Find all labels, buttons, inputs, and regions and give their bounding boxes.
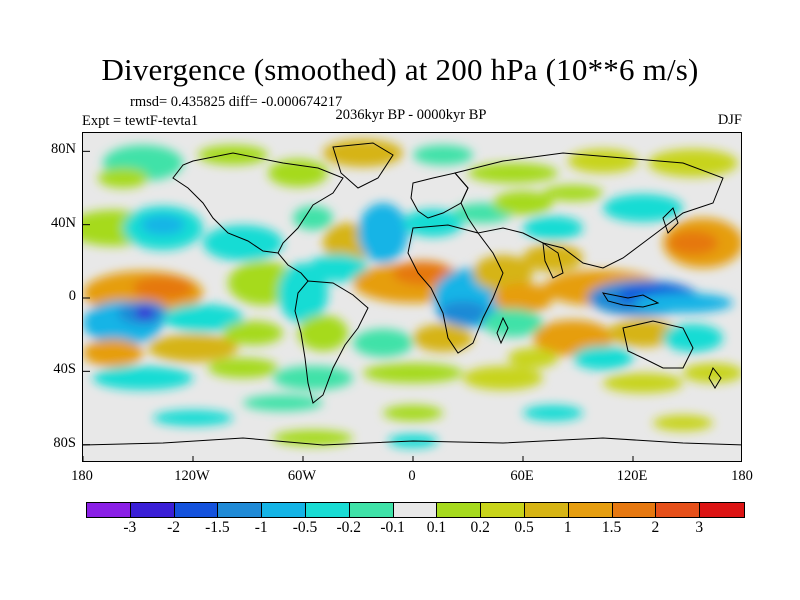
colorbar-swatch <box>437 503 482 517</box>
colorbar-swatch <box>481 503 525 517</box>
colorbar-swatch <box>700 503 744 517</box>
colorbar-label: 0.2 <box>470 519 490 536</box>
colorbar-swatch <box>130 503 175 517</box>
axis-ticks <box>83 150 634 461</box>
colorbar-label: -0.1 <box>380 519 405 536</box>
colorbar-swatch <box>218 503 263 517</box>
colorbar-swatch <box>656 503 701 517</box>
colorbar-swatch <box>612 503 657 517</box>
x-tick-label: 120E <box>616 468 648 484</box>
season-label: DJF <box>717 112 742 128</box>
colorbar-swatch <box>262 503 306 517</box>
colorbar-swatch <box>393 503 438 517</box>
x-tick-label: 60W <box>287 468 317 484</box>
experiment-label: Expt = tewtF-tevta1 <box>82 113 199 129</box>
colorbar-label: 0.5 <box>514 519 534 536</box>
y-tick-label: 0 <box>68 288 76 304</box>
plot-title: Divergence (smoothed) at 200 hPa (10**6 … <box>101 52 699 87</box>
x-tick-label: 120W <box>174 468 210 484</box>
divergence-map <box>82 132 742 462</box>
colorbar-label: -1 <box>254 519 268 536</box>
field-shading <box>83 139 741 448</box>
colorbar-swatch <box>349 503 394 517</box>
y-tick-label: 40N <box>51 214 76 231</box>
colorbar-swatch <box>568 503 613 517</box>
colorbar-label: 2 <box>651 519 660 536</box>
period-label: 2036kyr BP - 0000kyr BP <box>335 107 487 123</box>
colorbar-label: -3 <box>123 519 137 536</box>
colorbar-label: -0.2 <box>336 519 362 536</box>
colorbar-label: -2 <box>167 519 181 536</box>
colorbar-swatch <box>174 503 219 517</box>
colorbar-label: 1 <box>563 519 572 536</box>
coastlines <box>83 142 741 446</box>
colorbar-label: -1.5 <box>205 519 230 536</box>
rmsd-stats: rmsd= 0.435825 diff= -0.000674217 <box>130 94 343 110</box>
colorbar-swatch <box>524 503 569 517</box>
y-tick-label: 80S <box>53 434 76 451</box>
colorbar-label: 3 <box>695 519 704 536</box>
x-tick-label: 60E <box>510 468 534 484</box>
colorbar-label: 0.1 <box>426 519 447 536</box>
map-canvas <box>83 133 741 461</box>
x-tick-label: 0 <box>408 468 416 484</box>
x-tick-label: 180 <box>731 468 753 484</box>
x-tick-label: 180 <box>71 468 93 484</box>
colorbar-label: -0.5 <box>292 519 318 536</box>
colorbar-swatch <box>305 503 350 517</box>
colorbar <box>86 502 745 518</box>
y-tick-label: 80N <box>51 141 76 158</box>
colorbar-swatch <box>87 503 131 517</box>
y-tick-label: 40S <box>53 361 76 378</box>
colorbar-label: 1.5 <box>601 519 622 536</box>
